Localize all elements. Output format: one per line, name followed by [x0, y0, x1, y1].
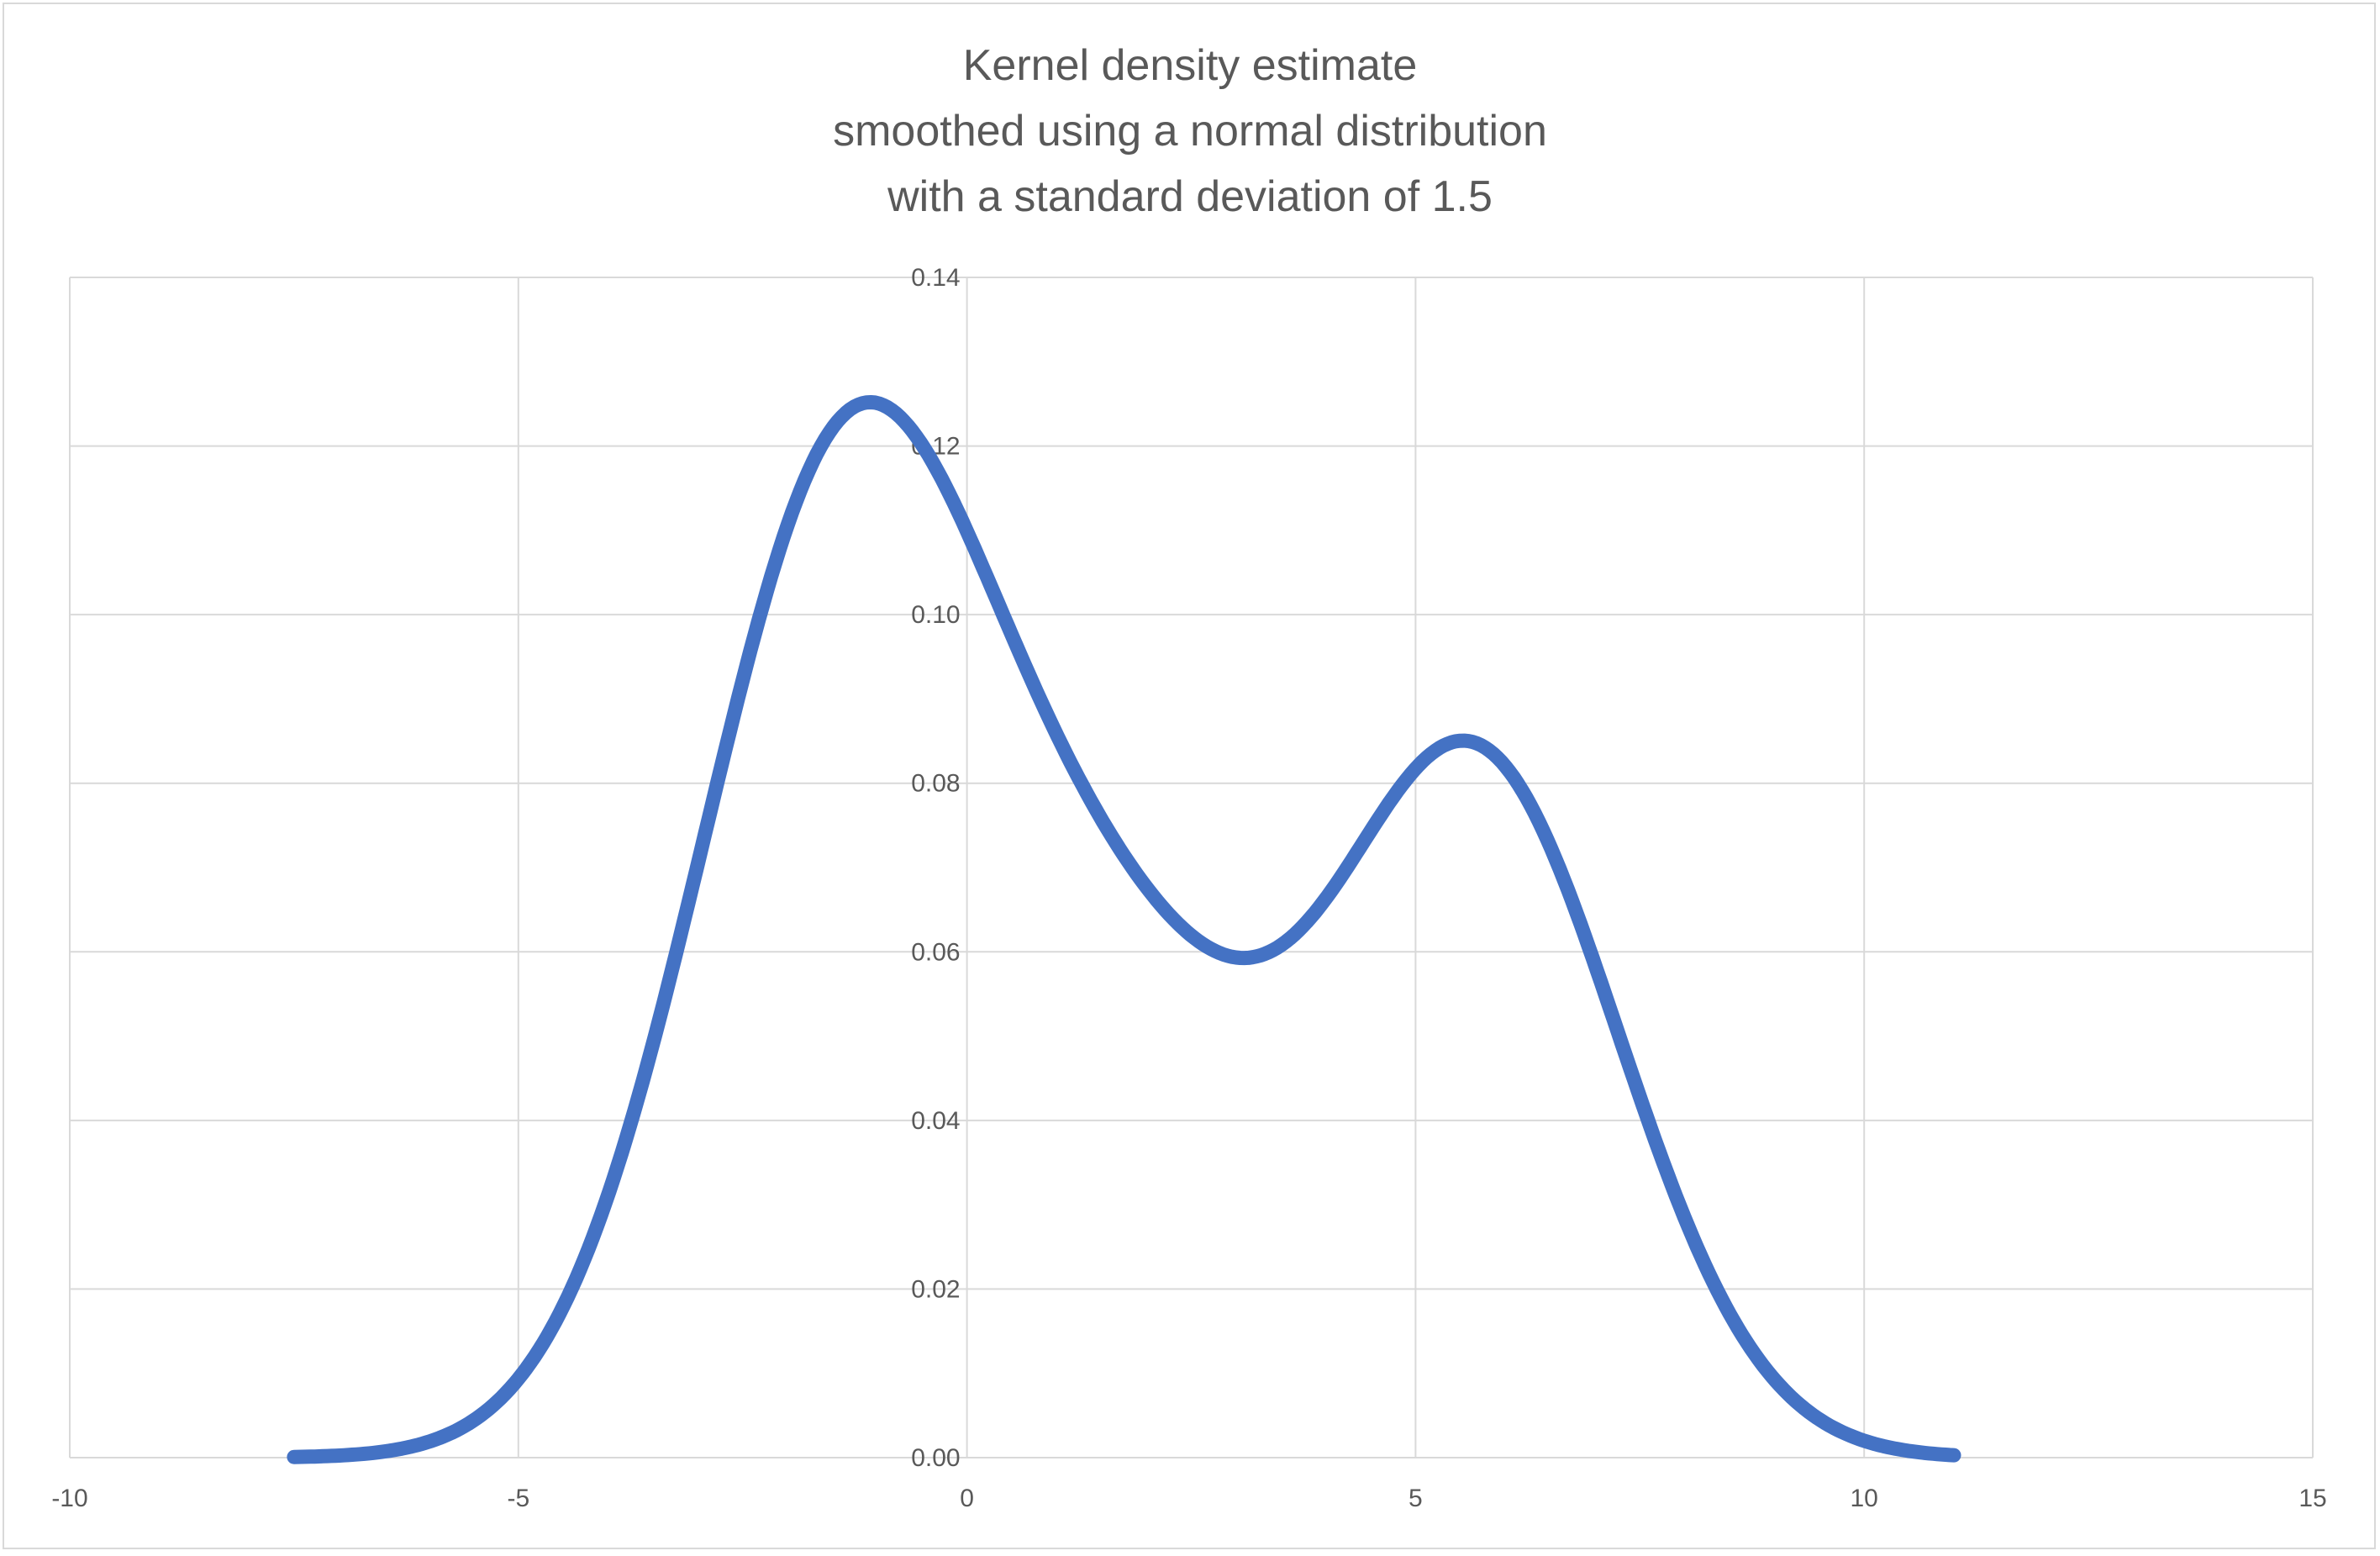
chart-title-line-3: with a standard deviation of 1.5	[887, 172, 1493, 221]
y-tick-label: 0.04	[911, 1107, 960, 1135]
chart-frame	[3, 3, 2376, 1549]
y-tick-label: 0.10	[911, 601, 960, 629]
y-tick-label: 0.06	[911, 938, 960, 966]
chart-title-line-1: Kernel density estimate	[962, 41, 1418, 90]
x-tick-label: 15	[2298, 1485, 2326, 1512]
x-tick-label: 5	[1409, 1485, 1423, 1512]
x-tick-label: -10	[51, 1485, 87, 1512]
density-curve	[287, 395, 1961, 1464]
x-tick-label: 10	[1851, 1485, 1878, 1512]
y-tick-label: 0.00	[911, 1444, 960, 1472]
x-tick-label: -5	[507, 1485, 529, 1512]
y-tick-label: 0.02	[911, 1275, 960, 1303]
y-tick-label: 0.14	[911, 264, 960, 292]
y-tick-label: 0.08	[911, 770, 960, 798]
x-tick-label: 0	[960, 1485, 974, 1512]
chart-title-line-2: smoothed using a normal distribution	[833, 107, 1547, 156]
